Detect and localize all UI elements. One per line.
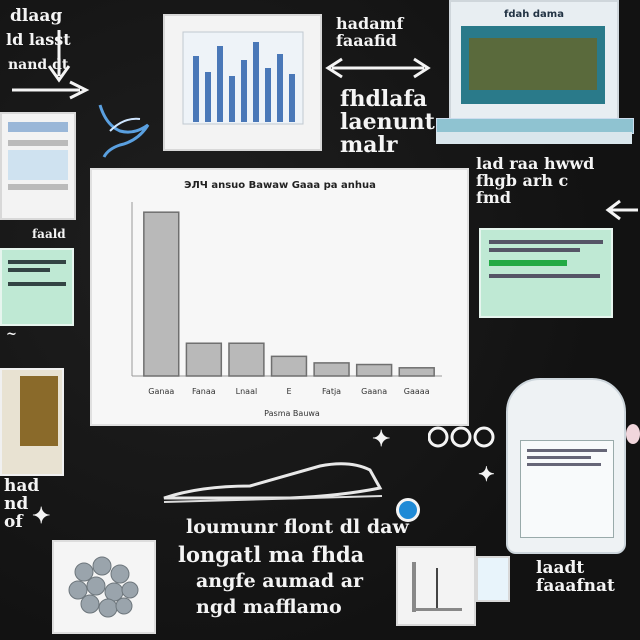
chalk-text-top-mid: hadamf faaafid: [336, 14, 404, 50]
down-arrow-icon: [47, 30, 71, 83]
bird-doodle-icon: [98, 104, 150, 158]
small-chart-card-bottom: [396, 546, 476, 626]
small-bar-8: [277, 54, 283, 122]
laptop-screen-title: fdah dama: [504, 9, 564, 20]
chalk-text-bottom-b: longatl ma fhda: [178, 542, 365, 567]
chart-bar-2: [185, 342, 223, 377]
left-arrow-icon: [605, 199, 638, 221]
sparkle-icon: ✦: [372, 426, 391, 452]
chart-bar-3: [228, 342, 265, 377]
chalk-text-bottom-right-a: laadt faaafnat: [536, 558, 615, 596]
box-illustration: [0, 368, 64, 476]
small-bar-3: [217, 46, 223, 122]
small-bar-4: [229, 76, 235, 122]
laptop-screen: fdah dama: [449, 0, 619, 122]
right-arrow-icon: [12, 80, 90, 100]
mint-note-card-left: [0, 248, 74, 326]
chart-x-tick-label-1: Ganaa: [148, 387, 174, 396]
chalk-text-left-mid: faald: [32, 227, 66, 241]
chalk-text-bottom-d: ngd mafflamo: [196, 596, 342, 618]
main-bar-chart: ЭЛЧ ansuo Bawaw Gaaa pa anhua Ganaa Fanaa…: [90, 168, 469, 426]
chart-x-tick-label-7: Gaaaa: [404, 387, 430, 396]
chart-bar-5: [313, 362, 350, 377]
chalk-text-bottom-a: loumunr flont dl daw: [186, 516, 409, 538]
box-side-panel: [20, 376, 58, 446]
chart-x-tick-label-2: Fanaa: [192, 387, 216, 396]
chart-bar-7: [398, 367, 435, 377]
mint-note-card-right: [479, 228, 613, 318]
jug-illustration: [506, 378, 626, 554]
laptop-dashboard: [461, 26, 605, 104]
small-bar-6: [253, 42, 259, 122]
small-bar-2: [205, 72, 211, 122]
chalk-text-bottom-c: angfe aumad ar: [196, 570, 364, 592]
circles-doodle-icon: [428, 426, 495, 448]
chalk-text-right-a: lad raa hwwd fhgb arh c fmd: [476, 154, 595, 207]
small-bar-1: [193, 56, 199, 122]
chart-bar-4: [270, 355, 308, 377]
small-bar-7: [265, 68, 271, 122]
main-bar-chart-svg: ЭЛЧ ansuo Bawaw Gaaa pa anhua Ganaa Fanaa…: [131, 180, 442, 418]
chart-x-axis-label: Pasma Bauwa: [264, 409, 320, 418]
chalk-text-mid-right-a: fhdlafa laenunt malr: [340, 86, 435, 159]
laptop-bottom-edge: [436, 132, 632, 144]
chart-x-tick-label-5: Fatja: [322, 387, 341, 396]
mini-note-card: [476, 556, 510, 602]
small-bar-5: [241, 60, 247, 122]
chart-bar-1: [143, 211, 180, 377]
molecule-icon: [68, 556, 139, 618]
molecule-card: [52, 540, 156, 634]
chart-x-tick-label-6: Gaana: [361, 387, 387, 396]
sparkle-icon-3: ✦: [32, 503, 51, 529]
chalk-text-top-left-c: nand dt: [8, 57, 69, 73]
pink-dot: [626, 424, 640, 444]
jug-label: [520, 440, 614, 538]
chalk-text-top-left-a: dlaag: [10, 6, 63, 26]
small-bar-chart-card: [163, 14, 322, 151]
small-bar-9: [289, 74, 295, 122]
chart-x-tick-label-3: Lnaal: [236, 387, 258, 396]
chart-x-tick-label-4: E: [286, 387, 291, 396]
chalk-text-bottom-left-a: had nd of: [4, 476, 40, 532]
laptop-dashboard-chart: [469, 38, 597, 90]
chart-title: ЭЛЧ ansuo Bawaw Gaaa pa anhua: [184, 180, 376, 191]
document-card-left: [0, 112, 76, 220]
blue-dot-icon: [396, 498, 420, 522]
chart-bar-6: [355, 363, 393, 377]
tray-illustration: [163, 462, 383, 503]
small-bar-chart-drawing: [182, 31, 304, 125]
chalk-scribble-left: ~: [6, 327, 17, 342]
sparkle-icon-2: ✦: [478, 462, 495, 486]
double-arrow-icon: [325, 57, 431, 79]
